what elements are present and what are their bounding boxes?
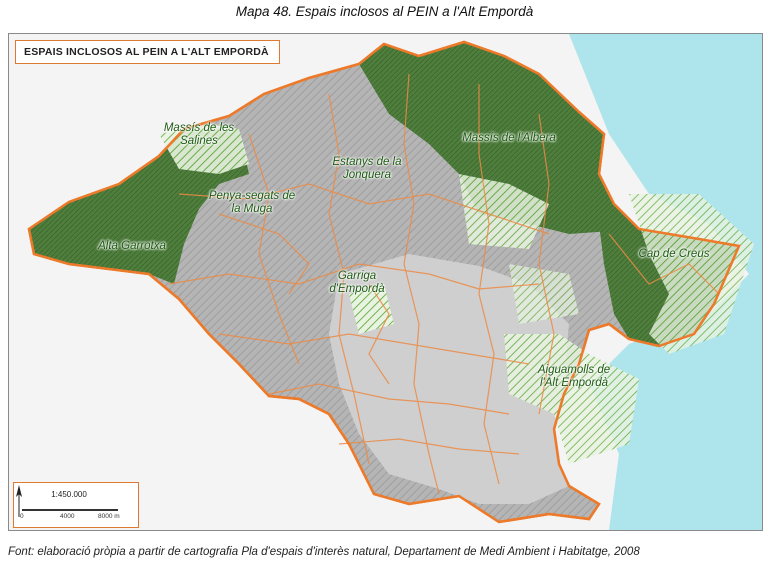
municipal-boundaries [168,73,720,495]
scale-box: 1:450.000 0 4000 8000 m [13,482,139,528]
map-frame: ESPAIS INCLOSOS AL PEIN A L'ALT EMPORDÀ … [8,33,763,531]
hatch-plain-strip [509,264,579,324]
label-jonquera: Estanys de la Jonquera [332,156,402,181]
north-arrow-icon [16,485,22,517]
map-title: ESPAIS INCLOSOS AL PEIN A L'ALT EMPORDÀ [15,40,280,64]
scale-bar [22,509,118,511]
map-canvas [27,34,762,530]
map-caption: Mapa 48. Espais inclosos al PEIN a l'Alt… [235,4,534,19]
hatch-aiguamolls [504,334,639,464]
scale-tick: 8000 m [98,513,120,520]
region-boundary [27,40,741,524]
hatch-garriga [349,284,394,334]
protected-albera [359,42,639,234]
label-creus: Cap de Creus [638,248,710,260]
label-aiguamolls: Aiguamolls de l'Alt Empordà [537,364,611,389]
label-muga: Penya-segats de la Muga [208,190,296,215]
hatch-creus-sea [629,194,754,354]
scale-tick: 4000 [60,513,75,520]
hatch-salines [159,124,249,174]
label-salines: Massís de les Salines [163,122,235,147]
label-garrotxa: Alta Garrotxa [98,240,166,252]
scale-tick: 0 [20,513,24,520]
label-garriga: Garriga d'Empordà [329,270,385,295]
scale-ratio: 1:450.000 [51,490,87,499]
label-albera: Massís de l'Albera [462,132,556,144]
source-note: Font: elaboració pròpia a partir de cart… [8,546,640,558]
hatch-albera-plain [459,174,549,249]
